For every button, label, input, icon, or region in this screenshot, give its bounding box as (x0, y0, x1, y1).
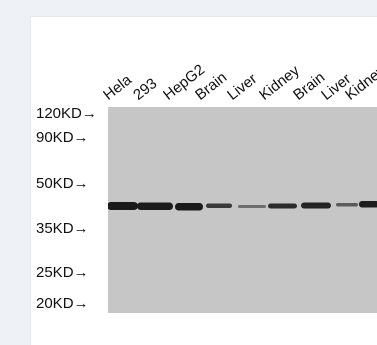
band-lane-6 (268, 203, 297, 209)
band-lane-2 (137, 202, 173, 210)
blot-membrane (108, 107, 377, 313)
band-lane-1 (108, 202, 138, 210)
band-lane-8 (336, 203, 358, 207)
marker-120kd: 120KD→ (36, 105, 97, 122)
lane-label-2: 293 (130, 74, 161, 104)
band-lane-4 (206, 203, 232, 208)
band-lane-5 (238, 205, 266, 208)
lane-label-1: Hela (100, 71, 135, 104)
marker-20kd: 20KD→ (36, 295, 89, 312)
band-lane-3 (175, 203, 203, 211)
lane-label-5: Liver (224, 70, 261, 104)
band-lane-9 (359, 201, 377, 208)
marker-90kd: 90KD→ (36, 129, 89, 146)
band-lane-7 (301, 202, 331, 209)
marker-50kd: 50KD→ (36, 175, 89, 192)
marker-35kd: 35KD→ (36, 220, 89, 237)
marker-25kd: 25KD→ (36, 264, 89, 281)
